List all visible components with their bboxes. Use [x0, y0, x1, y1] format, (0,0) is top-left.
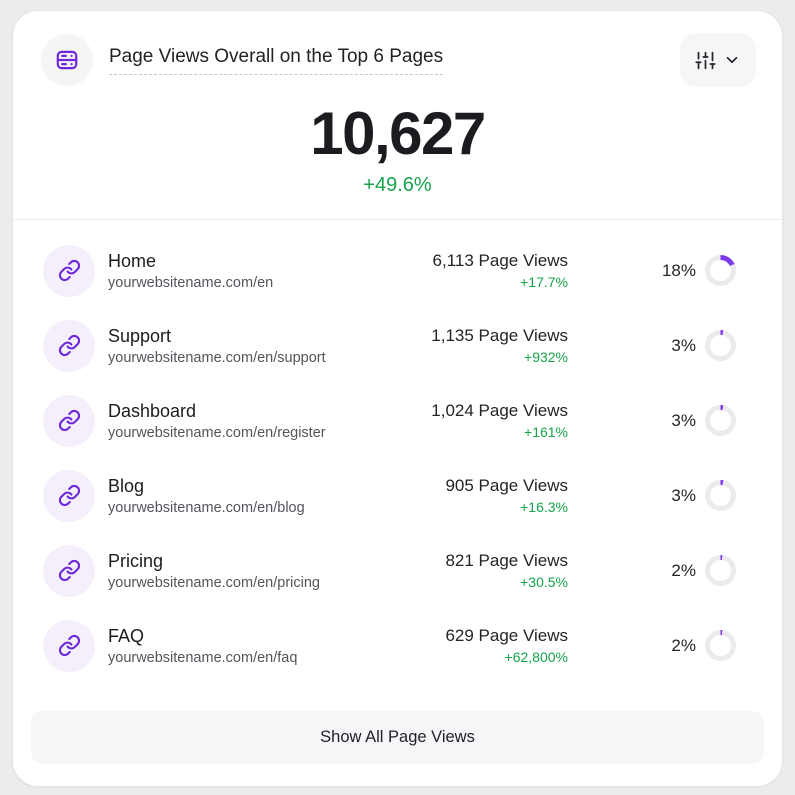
show-all-page-views-button[interactable]: Show All Page Views [31, 711, 764, 764]
chevron-down-icon [726, 56, 738, 64]
page-views-count: 6,113 Page Views [432, 251, 568, 270]
page-name: Pricing [108, 550, 164, 571]
row-icon-circle [43, 319, 95, 372]
page-percent-label: 18% [661, 260, 696, 280]
page-name: Home [108, 250, 157, 271]
page-url: yourwebsitename.com/en/register [108, 424, 326, 441]
page-views-change: +161% [524, 424, 568, 440]
link-icon [58, 259, 80, 282]
page-list: Home yourwebsitename.com/en 6,113 Page V… [13, 220, 782, 683]
percent-donut-chart [705, 255, 736, 286]
page-percent-label: 3% [671, 335, 696, 355]
link-icon [58, 334, 80, 357]
row-icon-circle [43, 544, 95, 597]
list-item-support[interactable]: Support yourwebsitename.com/en/support 1… [43, 308, 782, 383]
row-icon-circle [43, 394, 95, 447]
total-change-badge: +49.6% [363, 174, 432, 196]
page-percent-label: 3% [671, 410, 696, 430]
list-item-blog[interactable]: Blog yourwebsitename.com/en/blog 905 Pag… [43, 458, 782, 533]
page-views-count: 1,024 Page Views [431, 401, 568, 420]
list-item-faq[interactable]: FAQ yourwebsitename.com/en/faq 629 Page … [43, 608, 782, 683]
row-icon-circle [43, 244, 95, 297]
page-name: Blog [108, 475, 145, 496]
list-item-pricing[interactable]: Pricing yourwebsitename.com/en/pricing 8… [43, 533, 782, 608]
page-views-count: 821 Page Views [445, 551, 568, 570]
link-icon [58, 634, 80, 657]
row-icon-circle [43, 469, 95, 522]
page-url: yourwebsitename.com/en [108, 274, 274, 291]
page-views-change: +62,800% [504, 649, 568, 665]
card-title: Page Views Overall on the Top 6 Pages [109, 45, 444, 75]
page-views-change: +16.3% [520, 499, 568, 515]
percent-donut-chart [705, 405, 736, 436]
header-icon-circle [41, 34, 93, 86]
link-icon [58, 484, 80, 507]
list-item-dashboard[interactable]: Dashboard yourwebsitename.com/en/registe… [43, 383, 782, 458]
page-views-count: 905 Page Views [445, 476, 568, 495]
page-url: yourwebsitename.com/en/blog [108, 499, 305, 516]
link-icon [58, 409, 80, 432]
summary-section: 10,627 +49.6% [13, 93, 782, 220]
page-name: FAQ [108, 625, 145, 646]
sliders-icon [695, 51, 716, 69]
page-url: yourwebsitename.com/en/support [108, 349, 326, 366]
page-views-change: +17.7% [520, 274, 568, 290]
page-percent-label: 2% [671, 560, 696, 580]
card-header: Page Views Overall on the Top 6 Pages [13, 11, 782, 93]
page-url: yourwebsitename.com/en/pricing [108, 574, 320, 591]
link-icon [58, 559, 80, 582]
page-url: yourwebsitename.com/en/faq [108, 649, 298, 666]
percent-donut-chart [705, 555, 736, 586]
page-views-change: +30.5% [520, 574, 568, 590]
page-views-change: +932% [524, 349, 568, 365]
percent-donut-chart [705, 630, 736, 661]
percent-donut-chart [705, 330, 736, 361]
page-percent-label: 2% [671, 635, 696, 655]
list-item-home[interactable]: Home yourwebsitename.com/en 6,113 Page V… [43, 233, 782, 308]
page-percent-label: 3% [671, 485, 696, 505]
percent-donut-chart [705, 480, 736, 511]
page-views-count: 629 Page Views [445, 626, 568, 645]
server-icon [56, 50, 78, 70]
page-name: Support [108, 325, 172, 346]
filter-dropdown-button[interactable] [680, 33, 756, 87]
page-views-count: 1,135 Page Views [431, 326, 568, 345]
total-page-views: 10,627 [310, 100, 486, 167]
page-name: Dashboard [108, 400, 197, 421]
page-views-card: Page Views Overall on the Top 6 Pages 10… [12, 10, 783, 787]
row-icon-circle [43, 619, 95, 672]
